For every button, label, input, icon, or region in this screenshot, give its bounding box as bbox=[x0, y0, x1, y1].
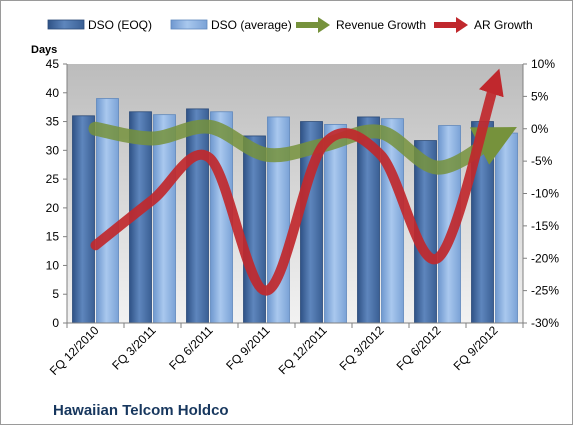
left-tick-label: 45 bbox=[46, 57, 60, 71]
x-tick-label: FQ 3/2012 bbox=[337, 323, 387, 373]
x-tick-label: FQ 9/2012 bbox=[451, 323, 501, 373]
x-tick-label: FQ 12/2011 bbox=[276, 323, 330, 377]
x-axis-ticks: FQ 12/2010 FQ 3/2011 FQ 6/2011 FQ 9/2011 FQ … bbox=[47, 323, 524, 378]
legend-label: DSO (EOQ) bbox=[88, 18, 152, 32]
line-revenue-growth bbox=[88, 119, 517, 175]
left-tick-label: 10 bbox=[46, 258, 60, 272]
right-tick-label: 10% bbox=[531, 57, 555, 71]
left-tick-label: 25 bbox=[46, 172, 60, 186]
right-tick-label: -15% bbox=[531, 219, 559, 233]
bar-dso-average-4 bbox=[324, 124, 347, 324]
legend-swatch bbox=[47, 19, 85, 30]
right-tick-label: -30% bbox=[531, 316, 559, 330]
right-tick-label: -5% bbox=[531, 154, 553, 168]
right-axis-ticks: -30% -25% -20% -15% -10% -5% 0% 5% 10% bbox=[523, 57, 559, 330]
chart-footer-title: Hawaiian Telcom Holdco bbox=[53, 402, 229, 419]
x-tick-label: FQ 6/2012 bbox=[394, 323, 444, 373]
right-tick-label: -20% bbox=[531, 251, 559, 265]
bar-dso-eoq-0 bbox=[72, 115, 95, 324]
legend-item-dso-eoq-: DSO (EOQ) bbox=[47, 18, 152, 32]
legend-label: DSO (average) bbox=[211, 18, 292, 32]
line-series-group bbox=[88, 68, 517, 296]
left-axis-ticks: 0 5 10 15 20 25 30 35 40 45 bbox=[46, 57, 67, 330]
x-tick-label: FQ 6/2011 bbox=[166, 323, 216, 373]
legend-item-ar-growth: AR Growth bbox=[434, 17, 533, 33]
right-tick-label: 5% bbox=[531, 89, 549, 103]
right-tick-label: -10% bbox=[531, 187, 559, 201]
bar-series-group bbox=[72, 98, 518, 324]
left-tick-label: 0 bbox=[52, 316, 59, 330]
legend-arrow-icon bbox=[434, 17, 468, 33]
right-tick-label: -25% bbox=[531, 284, 559, 298]
x-tick-label: FQ 9/2011 bbox=[223, 323, 273, 373]
legend-item-dso-average-: DSO (average) bbox=[170, 18, 292, 32]
legend-swatch bbox=[170, 19, 208, 30]
bar-dso-average-7 bbox=[495, 132, 518, 324]
bar-dso-eoq-2 bbox=[186, 108, 209, 324]
x-tick-label: FQ 12/2010 bbox=[47, 323, 102, 378]
bar-dso-average-1 bbox=[153, 114, 176, 324]
chart-legend: DSO (EOQ) DSO (average) Revenue Growth AR G… bbox=[47, 17, 533, 33]
bar-dso-eoq-3 bbox=[243, 135, 266, 324]
left-tick-label: 5 bbox=[52, 287, 59, 301]
legend-label: AR Growth bbox=[474, 18, 533, 32]
right-tick-label: 0% bbox=[531, 122, 549, 136]
legend-arrow-icon bbox=[296, 17, 330, 33]
left-tick-label: 30 bbox=[46, 143, 60, 157]
legend-label: Revenue Growth bbox=[336, 18, 426, 32]
x-tick-label: FQ 3/2011 bbox=[109, 323, 159, 373]
left-tick-label: 40 bbox=[46, 86, 60, 100]
left-tick-label: 35 bbox=[46, 115, 60, 129]
line-ar-growth bbox=[90, 68, 504, 296]
y-axis-title: Days bbox=[31, 44, 57, 56]
legend-item-revenue-growth: Revenue Growth bbox=[296, 17, 426, 33]
left-tick-label: 15 bbox=[46, 230, 60, 244]
left-tick-label: 20 bbox=[46, 201, 60, 215]
